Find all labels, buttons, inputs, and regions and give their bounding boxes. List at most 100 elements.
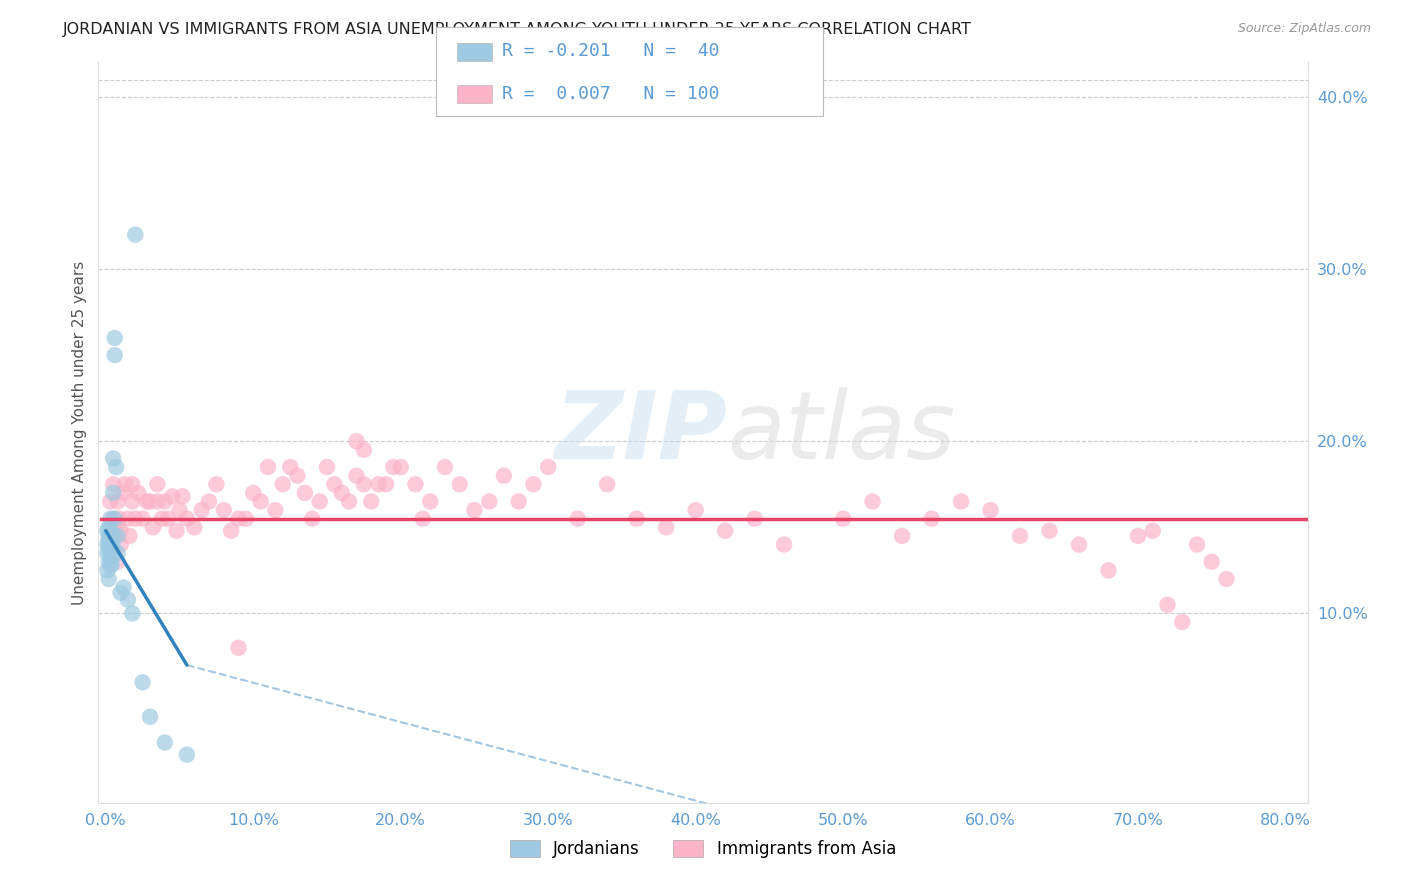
Point bbox=[107, 555, 129, 569]
Point bbox=[375, 477, 398, 491]
Point bbox=[249, 494, 271, 508]
Point bbox=[98, 524, 121, 538]
Point bbox=[117, 592, 139, 607]
Point bbox=[382, 460, 405, 475]
Point bbox=[110, 537, 132, 551]
Point bbox=[1171, 615, 1194, 629]
Point bbox=[626, 512, 648, 526]
Point bbox=[160, 489, 183, 503]
Point bbox=[419, 494, 441, 508]
Point bbox=[190, 503, 212, 517]
Point bbox=[121, 607, 143, 621]
Point bbox=[101, 451, 124, 466]
Point bbox=[323, 477, 346, 491]
Point bbox=[104, 348, 127, 362]
Point bbox=[96, 524, 118, 538]
Point bbox=[508, 494, 530, 508]
Point bbox=[537, 460, 560, 475]
Point bbox=[136, 494, 159, 508]
Point bbox=[294, 486, 316, 500]
Point bbox=[316, 460, 339, 475]
Point bbox=[228, 512, 250, 526]
Point bbox=[98, 537, 121, 551]
Point bbox=[104, 512, 127, 526]
Point bbox=[433, 460, 456, 475]
Point bbox=[96, 563, 118, 577]
Point bbox=[96, 546, 118, 560]
Point bbox=[131, 512, 153, 526]
Point bbox=[97, 529, 120, 543]
Point bbox=[205, 477, 228, 491]
Point bbox=[360, 494, 382, 508]
Point bbox=[98, 558, 121, 573]
Point bbox=[176, 512, 198, 526]
Point bbox=[98, 546, 121, 560]
Point bbox=[101, 512, 124, 526]
Point bbox=[110, 586, 132, 600]
Point bbox=[166, 524, 188, 538]
Point bbox=[100, 551, 122, 566]
Point bbox=[139, 494, 162, 508]
Point bbox=[139, 709, 162, 723]
Point bbox=[124, 227, 146, 242]
Point bbox=[567, 512, 589, 526]
Text: atlas: atlas bbox=[727, 387, 956, 478]
Point bbox=[131, 675, 153, 690]
Point bbox=[264, 503, 287, 517]
Point bbox=[96, 537, 118, 551]
Point bbox=[117, 512, 139, 526]
Point bbox=[522, 477, 544, 491]
Point bbox=[353, 442, 375, 457]
Point bbox=[172, 489, 194, 503]
Point bbox=[714, 524, 737, 538]
Point bbox=[228, 640, 250, 655]
Point bbox=[97, 533, 120, 547]
Point bbox=[219, 524, 242, 538]
Point bbox=[337, 494, 360, 508]
Point bbox=[150, 512, 173, 526]
Point bbox=[308, 494, 330, 508]
Point bbox=[114, 477, 136, 491]
Point bbox=[235, 512, 257, 526]
Point bbox=[346, 468, 368, 483]
Point bbox=[1185, 537, 1208, 551]
Point bbox=[97, 541, 120, 555]
Point bbox=[105, 520, 128, 534]
Point bbox=[271, 477, 294, 491]
Point bbox=[97, 520, 120, 534]
Point bbox=[412, 512, 434, 526]
Point bbox=[891, 529, 914, 543]
Point bbox=[1097, 563, 1119, 577]
Point bbox=[142, 520, 165, 534]
Text: R = -0.201   N =  40: R = -0.201 N = 40 bbox=[502, 42, 720, 60]
Point bbox=[242, 486, 264, 500]
Point bbox=[389, 460, 412, 475]
Point bbox=[353, 477, 375, 491]
Point bbox=[463, 503, 485, 517]
Legend: Jordanians, Immigrants from Asia: Jordanians, Immigrants from Asia bbox=[503, 833, 903, 865]
Point bbox=[100, 541, 122, 555]
Point bbox=[169, 503, 191, 517]
Point bbox=[1156, 598, 1178, 612]
Point bbox=[101, 529, 124, 543]
Text: ZIP: ZIP bbox=[554, 386, 727, 479]
Point bbox=[183, 520, 205, 534]
Point bbox=[257, 460, 280, 475]
Point bbox=[980, 503, 1002, 517]
Point bbox=[921, 512, 943, 526]
Point bbox=[198, 494, 221, 508]
Point bbox=[104, 331, 127, 345]
Point bbox=[98, 534, 121, 549]
Point bbox=[124, 512, 146, 526]
Point bbox=[156, 512, 179, 526]
Point bbox=[773, 537, 796, 551]
Point bbox=[832, 512, 855, 526]
Point bbox=[108, 512, 131, 526]
Point bbox=[596, 477, 619, 491]
Point bbox=[121, 494, 143, 508]
Point bbox=[950, 494, 973, 508]
Point bbox=[212, 503, 235, 517]
Point bbox=[112, 581, 135, 595]
Point bbox=[1142, 524, 1164, 538]
Point bbox=[1215, 572, 1237, 586]
